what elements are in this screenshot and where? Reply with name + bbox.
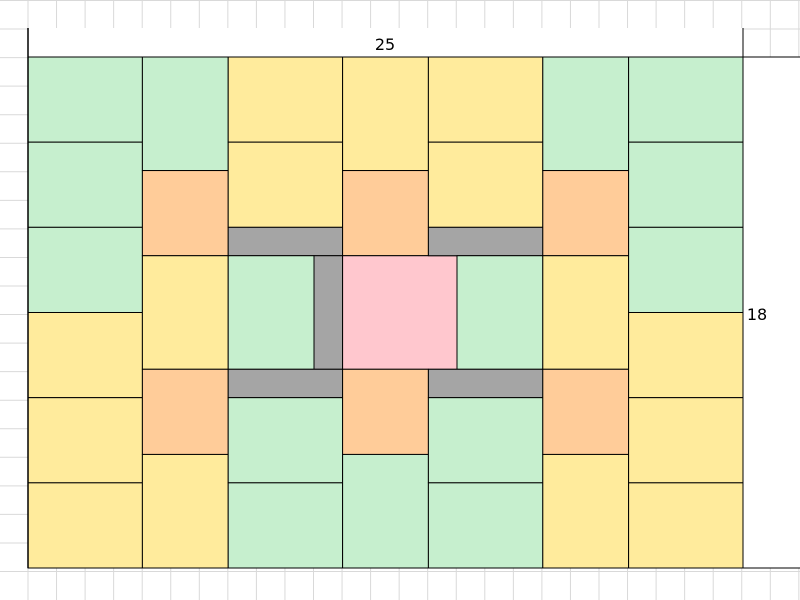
- green-tile: [628, 226, 744, 313]
- orange-tile: [141, 170, 229, 257]
- gray-tile: [227, 368, 344, 399]
- yellow-tile: [227, 141, 344, 228]
- green-tile: [427, 482, 544, 569]
- top-dimension-band: [28, 28, 743, 57]
- orange-tile: [141, 368, 229, 455]
- yellow-tile: [27, 312, 143, 399]
- yellow-tile: [542, 453, 630, 569]
- green-tile: [227, 397, 344, 484]
- yellow-tile: [427, 141, 544, 228]
- yellow-tile: [628, 397, 744, 484]
- yellow-tile: [628, 482, 744, 569]
- green-tile: [542, 56, 630, 172]
- yellow-tile: [427, 56, 544, 143]
- orange-tile: [342, 368, 429, 455]
- yellow-tile: [141, 255, 229, 370]
- gray-tile: [427, 368, 544, 399]
- yellow-tile: [227, 56, 344, 143]
- green-tile: [427, 397, 544, 484]
- green-tile: [227, 255, 315, 370]
- yellow-tile: [27, 482, 143, 569]
- orange-tile: [342, 170, 429, 257]
- green-tile: [456, 255, 544, 370]
- pink-tile: [342, 255, 458, 370]
- tile-area: [27, 56, 744, 569]
- yellow-tile: [628, 312, 744, 399]
- yellow-tile: [27, 397, 143, 484]
- orange-tile: [542, 368, 630, 455]
- gray-tile: [313, 255, 344, 370]
- right-dimension-band: [743, 57, 800, 568]
- gray-tile: [427, 226, 544, 257]
- green-tile: [141, 56, 229, 172]
- yellow-tile: [342, 56, 429, 172]
- green-tile: [227, 482, 344, 569]
- yellow-tile: [542, 255, 630, 370]
- green-tile: [628, 56, 744, 143]
- orange-tile: [542, 170, 630, 257]
- width-label: 25: [375, 35, 395, 54]
- green-tile: [628, 141, 744, 228]
- green-tile: [27, 226, 143, 313]
- green-tile: [27, 56, 143, 143]
- yellow-tile: [141, 453, 229, 569]
- gray-tile: [227, 226, 344, 257]
- height-label: 18: [747, 305, 767, 324]
- green-tile: [342, 453, 429, 569]
- green-tile: [27, 141, 143, 228]
